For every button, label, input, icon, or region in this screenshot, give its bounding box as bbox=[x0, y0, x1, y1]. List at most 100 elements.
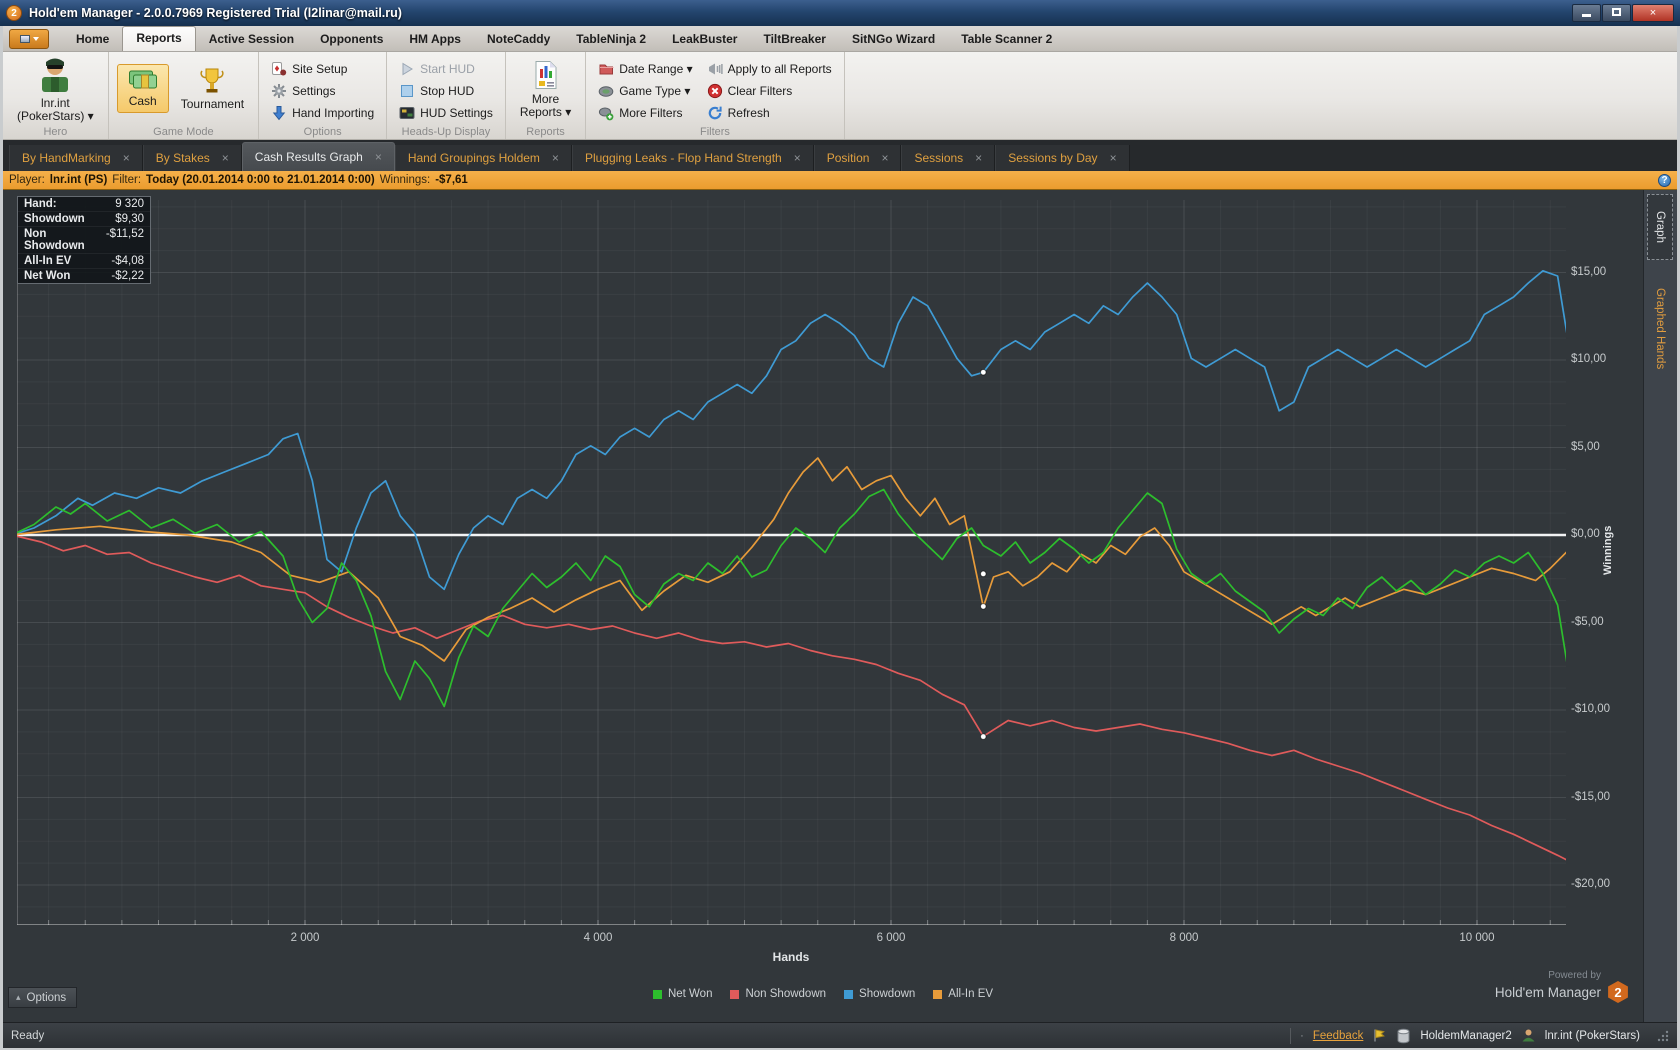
report-tab-position[interactable]: Position × bbox=[813, 145, 902, 171]
resize-grip[interactable] bbox=[1657, 1030, 1669, 1042]
ribbon-label-settings: Settings bbox=[292, 83, 336, 98]
report-tab-sessions-by-day[interactable]: Sessions by Day × bbox=[995, 145, 1130, 171]
series-non-showdown bbox=[17, 535, 1566, 861]
report-tab-by-handmarking[interactable]: By HandMarking × bbox=[9, 145, 143, 171]
tab-close-icon[interactable]: × bbox=[793, 151, 801, 165]
maximize-icon bbox=[1612, 8, 1621, 16]
menu-item-tiltbreaker[interactable]: TiltBreaker bbox=[763, 32, 826, 46]
chevron-up-icon: ▴ bbox=[16, 992, 21, 1002]
account-name[interactable]: lnr.int (PokerStars) bbox=[1544, 1029, 1640, 1042]
menu-item-opponents[interactable]: Opponents bbox=[320, 32, 384, 46]
ribbon-label-lnr-int-pokerstars: lnr.int (PokerStars) ▾ bbox=[17, 95, 94, 123]
ribbon-apply-to-all-reports[interactable]: Apply to all Reports bbox=[703, 58, 836, 79]
tab-close-icon[interactable]: × bbox=[221, 151, 229, 165]
gear-icon bbox=[271, 83, 287, 99]
player-value: lnr.int (PS) bbox=[49, 174, 108, 186]
ribbon-clear-filters[interactable]: Clear Filters bbox=[703, 80, 836, 101]
ribbon-group-filters: Date Range ▾ Game Type ▾ More Filters Apply… bbox=[586, 52, 845, 139]
help-icon[interactable]: ? bbox=[1658, 173, 1671, 187]
report-tab-hand-groupings-holdem[interactable]: Hand Groupings Holdem × bbox=[394, 145, 572, 171]
database-name[interactable]: HoldemManager2 bbox=[1420, 1029, 1512, 1042]
refresh-icon bbox=[707, 105, 723, 121]
ribbon-stop-hud[interactable]: Stop HUD bbox=[395, 80, 497, 101]
y-tick-15-00: $15,00 bbox=[1571, 265, 1607, 278]
close-icon: × bbox=[1649, 7, 1657, 19]
ribbon-more-reports[interactable]: More Reports ▾ bbox=[514, 57, 577, 123]
ribbon-group-label-hero: Hero bbox=[43, 126, 68, 138]
report-tab-cash-results-graph[interactable]: Cash Results Graph × bbox=[241, 142, 395, 171]
card-icon bbox=[271, 61, 287, 77]
menu-item-reports[interactable]: Reports bbox=[122, 26, 196, 51]
menu-item-active-session[interactable]: Active Session bbox=[208, 32, 295, 46]
winnings-graph[interactable] bbox=[17, 200, 1566, 925]
selected-point-net-won[interactable] bbox=[979, 570, 987, 578]
tab-close-icon[interactable]: × bbox=[1109, 151, 1117, 165]
report-tab-by-stakes[interactable]: By Stakes × bbox=[142, 145, 242, 171]
tab-label: Hand Groupings Holdem bbox=[407, 151, 540, 165]
ribbon-label-hud-settings: HUD Settings bbox=[420, 105, 493, 120]
stats-key: All-In EV bbox=[24, 255, 72, 267]
ribbon-game-type[interactable]: Game Type ▾ bbox=[594, 80, 696, 101]
powered-by-line2: Hold'em Manager bbox=[1494, 984, 1601, 1000]
side-tab-graphed-hands[interactable]: Graphed Hands bbox=[1654, 288, 1666, 370]
titlebar: 2 Hold'em Manager - 2.0.0.7969 Registere… bbox=[0, 0, 1680, 26]
stats-key: Net Won bbox=[24, 270, 71, 282]
menu-item-leakbuster[interactable]: LeakBuster bbox=[672, 32, 738, 46]
tab-close-icon[interactable]: × bbox=[881, 151, 889, 165]
y-tick-10-00: $10,00 bbox=[1571, 353, 1607, 365]
stats-row-non-showdown: Non Showdown -$11,52 bbox=[18, 227, 150, 254]
ribbon-date-range[interactable]: Date Range ▾ bbox=[594, 58, 696, 79]
options-button[interactable]: ▴ Options bbox=[8, 987, 78, 1008]
ribbon-group-label-reports: Reports bbox=[526, 126, 565, 138]
ribbon-refresh[interactable]: Refresh bbox=[703, 102, 836, 123]
ribbon-tournament[interactable]: Tournament bbox=[175, 64, 250, 115]
selected-point-non-showdown[interactable] bbox=[979, 733, 987, 740]
ribbon-lnr-int-pokerstars[interactable]: lnr.int (PokerStars) ▾ bbox=[11, 53, 100, 127]
selected-point-showdown[interactable] bbox=[979, 368, 987, 376]
hm-menu-button[interactable] bbox=[9, 29, 49, 49]
chevron-down-icon bbox=[32, 37, 39, 41]
tab-close-icon[interactable]: × bbox=[975, 151, 983, 165]
side-tab-graph[interactable]: Graph bbox=[1647, 194, 1673, 260]
report-tab-plugging-leaks-flop-hand-strength[interactable]: Plugging Leaks - Flop Hand Strength × bbox=[571, 145, 814, 171]
selected-point-all-in-ev[interactable] bbox=[979, 603, 987, 610]
menu-item-notecaddy[interactable]: NoteCaddy bbox=[486, 32, 551, 46]
tab-close-icon[interactable]: × bbox=[551, 151, 559, 165]
x-tick-6-000: 6 000 bbox=[876, 932, 906, 944]
ribbon-more-filters[interactable]: More Filters bbox=[594, 102, 696, 123]
ribbon-group-label-filters: Filters bbox=[699, 126, 730, 138]
menu-item-sitngo-wizard[interactable]: SitNGo Wizard bbox=[851, 32, 936, 46]
menu-item-table-scanner-2[interactable]: Table Scanner 2 bbox=[961, 32, 1053, 46]
legend-label: Net Won bbox=[667, 988, 713, 1000]
menu-item-home[interactable]: Home bbox=[76, 32, 110, 46]
tab-label: By Stakes bbox=[155, 151, 210, 165]
stats-key: Showdown bbox=[24, 213, 85, 225]
powered-by: Powered by Hold'em Manager 2 bbox=[1495, 970, 1629, 1003]
minimize-button[interactable] bbox=[1572, 4, 1601, 22]
date-icon bbox=[598, 61, 614, 77]
ribbon-label-more-reports: More Reports ▾ bbox=[519, 91, 572, 119]
results-graph-panel: $15,00 $10,00 $5,00 $0,00 -$5,00 -$10,00 -$15,… bbox=[3, 190, 1677, 1022]
hover-stats-box: Hand: 9 320 Showdown $9,30 Non Showdown -$11,… bbox=[17, 196, 151, 284]
ribbon-cash[interactable]: Cash bbox=[116, 64, 169, 113]
maximize-button[interactable] bbox=[1602, 4, 1631, 22]
tab-close-icon[interactable]: × bbox=[122, 151, 130, 165]
menu-item-tableninja-2[interactable]: TableNinja 2 bbox=[576, 32, 647, 46]
ribbon-settings[interactable]: Settings bbox=[267, 80, 378, 101]
close-button[interactable]: × bbox=[1632, 4, 1674, 22]
ribbon-label-date-range: Date Range ▾ bbox=[619, 61, 693, 76]
ribbon-label-hand-importing: Hand Importing bbox=[292, 105, 375, 120]
ribbon: lnr.int (PokerStars) ▾ Hero Cash Tournament… bbox=[3, 52, 1677, 140]
ribbon-hud-settings[interactable]: HUD Settings bbox=[395, 102, 497, 123]
legend-label: Showdown bbox=[859, 988, 916, 1000]
flag-icon[interactable] bbox=[1372, 1028, 1387, 1043]
tab-label: Sessions bbox=[914, 151, 964, 165]
tab-close-icon[interactable]: × bbox=[374, 150, 382, 164]
y-tick-5-00: $5,00 bbox=[1571, 440, 1600, 453]
ribbon-hand-importing[interactable]: Hand Importing bbox=[267, 102, 378, 123]
menu-item-hm-apps[interactable]: HM Apps bbox=[409, 32, 461, 46]
feedback-link[interactable]: Feedback bbox=[1312, 1029, 1364, 1042]
ribbon-site-setup[interactable]: Site Setup bbox=[267, 58, 378, 79]
hm2-badge-icon: 2 bbox=[1608, 981, 1628, 1003]
report-tab-sessions[interactable]: Sessions × bbox=[901, 145, 996, 171]
